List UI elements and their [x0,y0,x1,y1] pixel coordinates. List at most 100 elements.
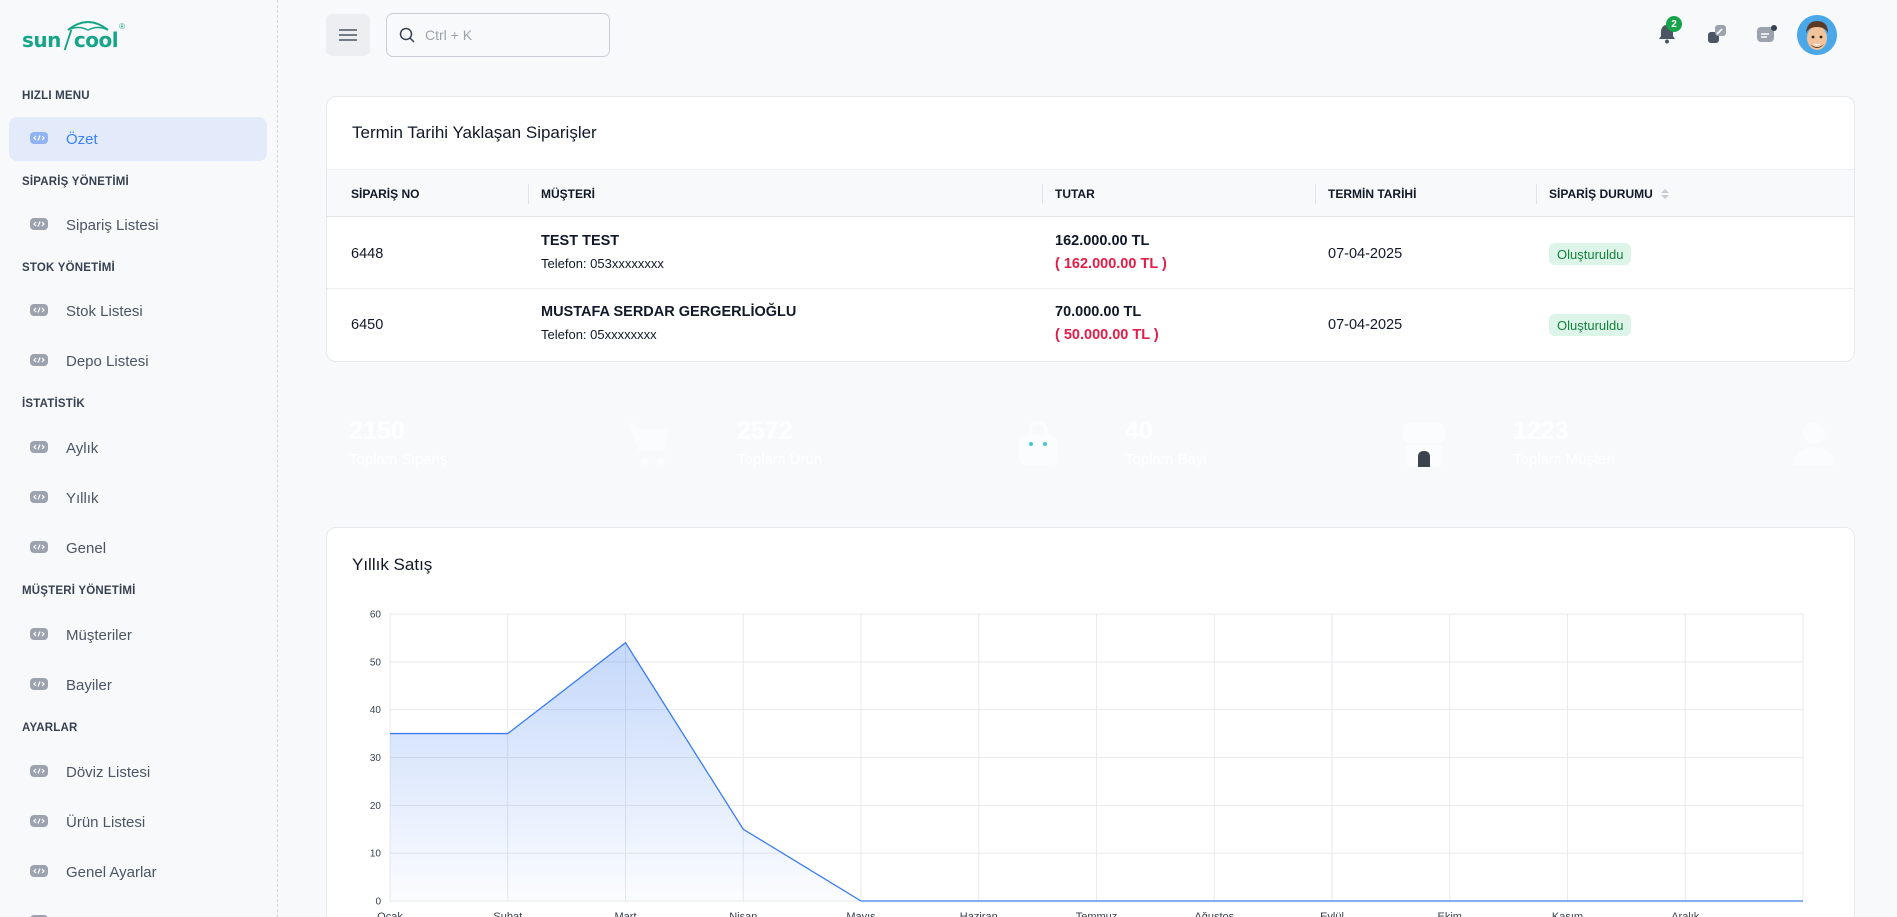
x-tick-label: Mayıs [846,911,876,917]
status-badge: Oluşturuldu [1549,314,1632,336]
sidebar-item-customers[interactable]: Müşteriler [9,613,267,657]
due-date: 07-04-2025 [1328,246,1403,262]
stat-card-total-orders[interactable]: 2150 Toplam Sipariş [326,393,691,495]
sidebar-item-label: Depo Listesi [66,352,149,370]
brand-registered: ® [119,22,125,31]
x-tick-label: Şubat [493,911,522,917]
sidebar-item-stock-list[interactable]: Stok Listesi [9,289,267,333]
x-tick-label: Nisan [729,911,757,917]
brand-separator [63,30,73,50]
column-separator [1315,184,1316,204]
chat-icon [1757,25,1777,42]
series-line [390,641,1803,902]
column-order-status[interactable]: SİPARİŞ DURUMU [1549,170,1670,218]
stat-card-total-customers[interactable]: 1223 Toplam Müşteri [1490,393,1855,495]
code-bubble-icon [30,491,48,503]
stat-value: 40 [1125,417,1153,445]
brand-logo[interactable]: sun cool ® [22,20,125,52]
section-title-customer-management: MÜŞTERİ YÖNETİMİ [22,585,136,597]
y-tick-label: 10 [370,849,382,860]
column-order-no: SİPARİŞ NO [351,187,420,201]
menu-toggle-button[interactable] [326,14,370,56]
sidebar: sun cool ® HIZLI MENU Özet SİPARİŞ YÖNET… [0,0,278,917]
sidebar-item-order-list[interactable]: Sipariş Listesi [9,203,267,247]
code-bubble-icon [30,865,48,877]
column-due-date: TERMİN TARİHİ [1328,187,1417,201]
user-avatar[interactable] [1797,15,1837,55]
user-icon [1794,422,1834,465]
yearly-sales-chart: 0 10 20 30 40 50 60 Ocak Şubat Mart Nisan Mayıs Hazi… [370,610,1804,917]
sidebar-item-product-list[interactable]: Ürün Listesi [9,800,267,844]
column-amount: TUTAR [1055,187,1095,201]
sidebar-item-yearly[interactable]: Yıllık [9,476,267,520]
messages-button[interactable] [1755,22,1779,46]
x-tick-label: Kasım [1552,911,1583,917]
y-tick-label: 60 [370,610,382,621]
bag-icon [1019,421,1057,465]
code-bubble-icon [30,815,48,827]
y-tick-label: 0 [375,897,381,908]
sidebar-item-warehouse-list[interactable]: Depo Listesi [9,339,267,383]
stat-value: 2572 [737,417,793,445]
code-bubble-icon [30,304,48,316]
column-customer: MÜŞTERİ [541,187,595,201]
due-date: 07-04-2025 [1328,317,1403,333]
section-title-statistics: İSTATİSTİK [22,398,85,410]
customer-name: MUSTAFA SERDAR GERGERLİOĞLU [541,304,797,320]
stat-label: Toplam Ürün [737,451,823,468]
search-box[interactable] [386,13,610,57]
column-separator [1536,184,1537,204]
table-row[interactable]: 6448 TEST TEST Telefon: 053xxxxxxxx 162.… [327,218,1854,289]
column-order-status-label: SİPARİŞ DURUMU [1549,187,1653,201]
stat-card-total-dealers[interactable]: 40 Toplam Bayi [1102,393,1467,495]
avatar-face-icon [1797,15,1837,55]
expand-icon [1708,25,1726,43]
cart-icon [627,423,669,466]
section-title-settings: AYARLAR [22,722,78,734]
x-tick-label: Aralık [1671,911,1700,917]
order-amount-converted: ( 50.000.00 TL ) [1055,327,1159,343]
sidebar-item-monthly[interactable]: Aylık [9,426,267,470]
search-input[interactable] [425,27,595,43]
order-no: 6448 [351,246,384,262]
code-bubble-icon [30,441,48,453]
y-tick-label: 50 [370,657,382,668]
section-title-stock-management: STOK YÖNETİMİ [22,262,115,274]
sidebar-item-currency-list[interactable]: Döviz Listesi [9,750,267,794]
sidebar-item-label: Yıllık [66,489,99,507]
code-bubble-icon [30,354,48,366]
customer-phone: Telefon: 053xxxxxxxx [541,256,664,271]
order-amount: 70.000.00 TL [1055,304,1142,320]
sidebar-item-label: Genel [66,539,107,557]
order-no: 6450 [351,317,384,333]
upcoming-orders-card: Termin Tarihi Yaklaşan Siparişler SİPARİ… [326,96,1855,362]
sidebar-item-general-settings[interactable]: Genel Ayarlar [9,850,267,894]
stat-label: Toplam Bayi [1125,451,1207,468]
stat-card-total-products[interactable]: 2572 Toplam Ürün [714,393,1079,495]
customer-phone: Telefon: 05xxxxxxxx [541,327,657,342]
y-tick-label: 20 [370,801,382,812]
sidebar-item-dealers[interactable]: Bayiler [9,663,267,707]
stat-value: 2150 [349,417,405,445]
x-tick-label: Ekim [1438,911,1462,917]
brand-name-right: cool [73,28,119,52]
y-tick-label: 40 [370,705,382,716]
y-tick-label: 30 [370,753,382,764]
table-row[interactable]: 6450 MUSTAFA SERDAR GERGERLİOĞLU Telefon… [327,289,1854,360]
fullscreen-button[interactable] [1705,22,1729,46]
sidebar-item-more[interactable] [9,900,267,917]
x-tick-label: Haziran [960,911,998,917]
sidebar-item-label: Ürün Listesi [66,813,146,831]
sidebar-item-label: Özet [66,130,98,148]
sidebar-item-label: Stok Listesi [66,302,143,320]
sort-icon[interactable] [1660,188,1670,200]
x-tick-label: Temmuz [1076,911,1118,917]
sidebar-item-label: Müşteriler [66,626,132,644]
menu-icon [339,29,357,41]
code-bubble-icon [30,678,48,690]
sidebar-item-label: Sipariş Listesi [66,216,159,234]
sidebar-item-ozet[interactable]: Özet [9,117,267,161]
sidebar-item-label: Genel Ayarlar [66,863,157,881]
stat-label: Toplam Sipariş [349,451,448,468]
sidebar-item-general[interactable]: Genel [9,526,267,570]
